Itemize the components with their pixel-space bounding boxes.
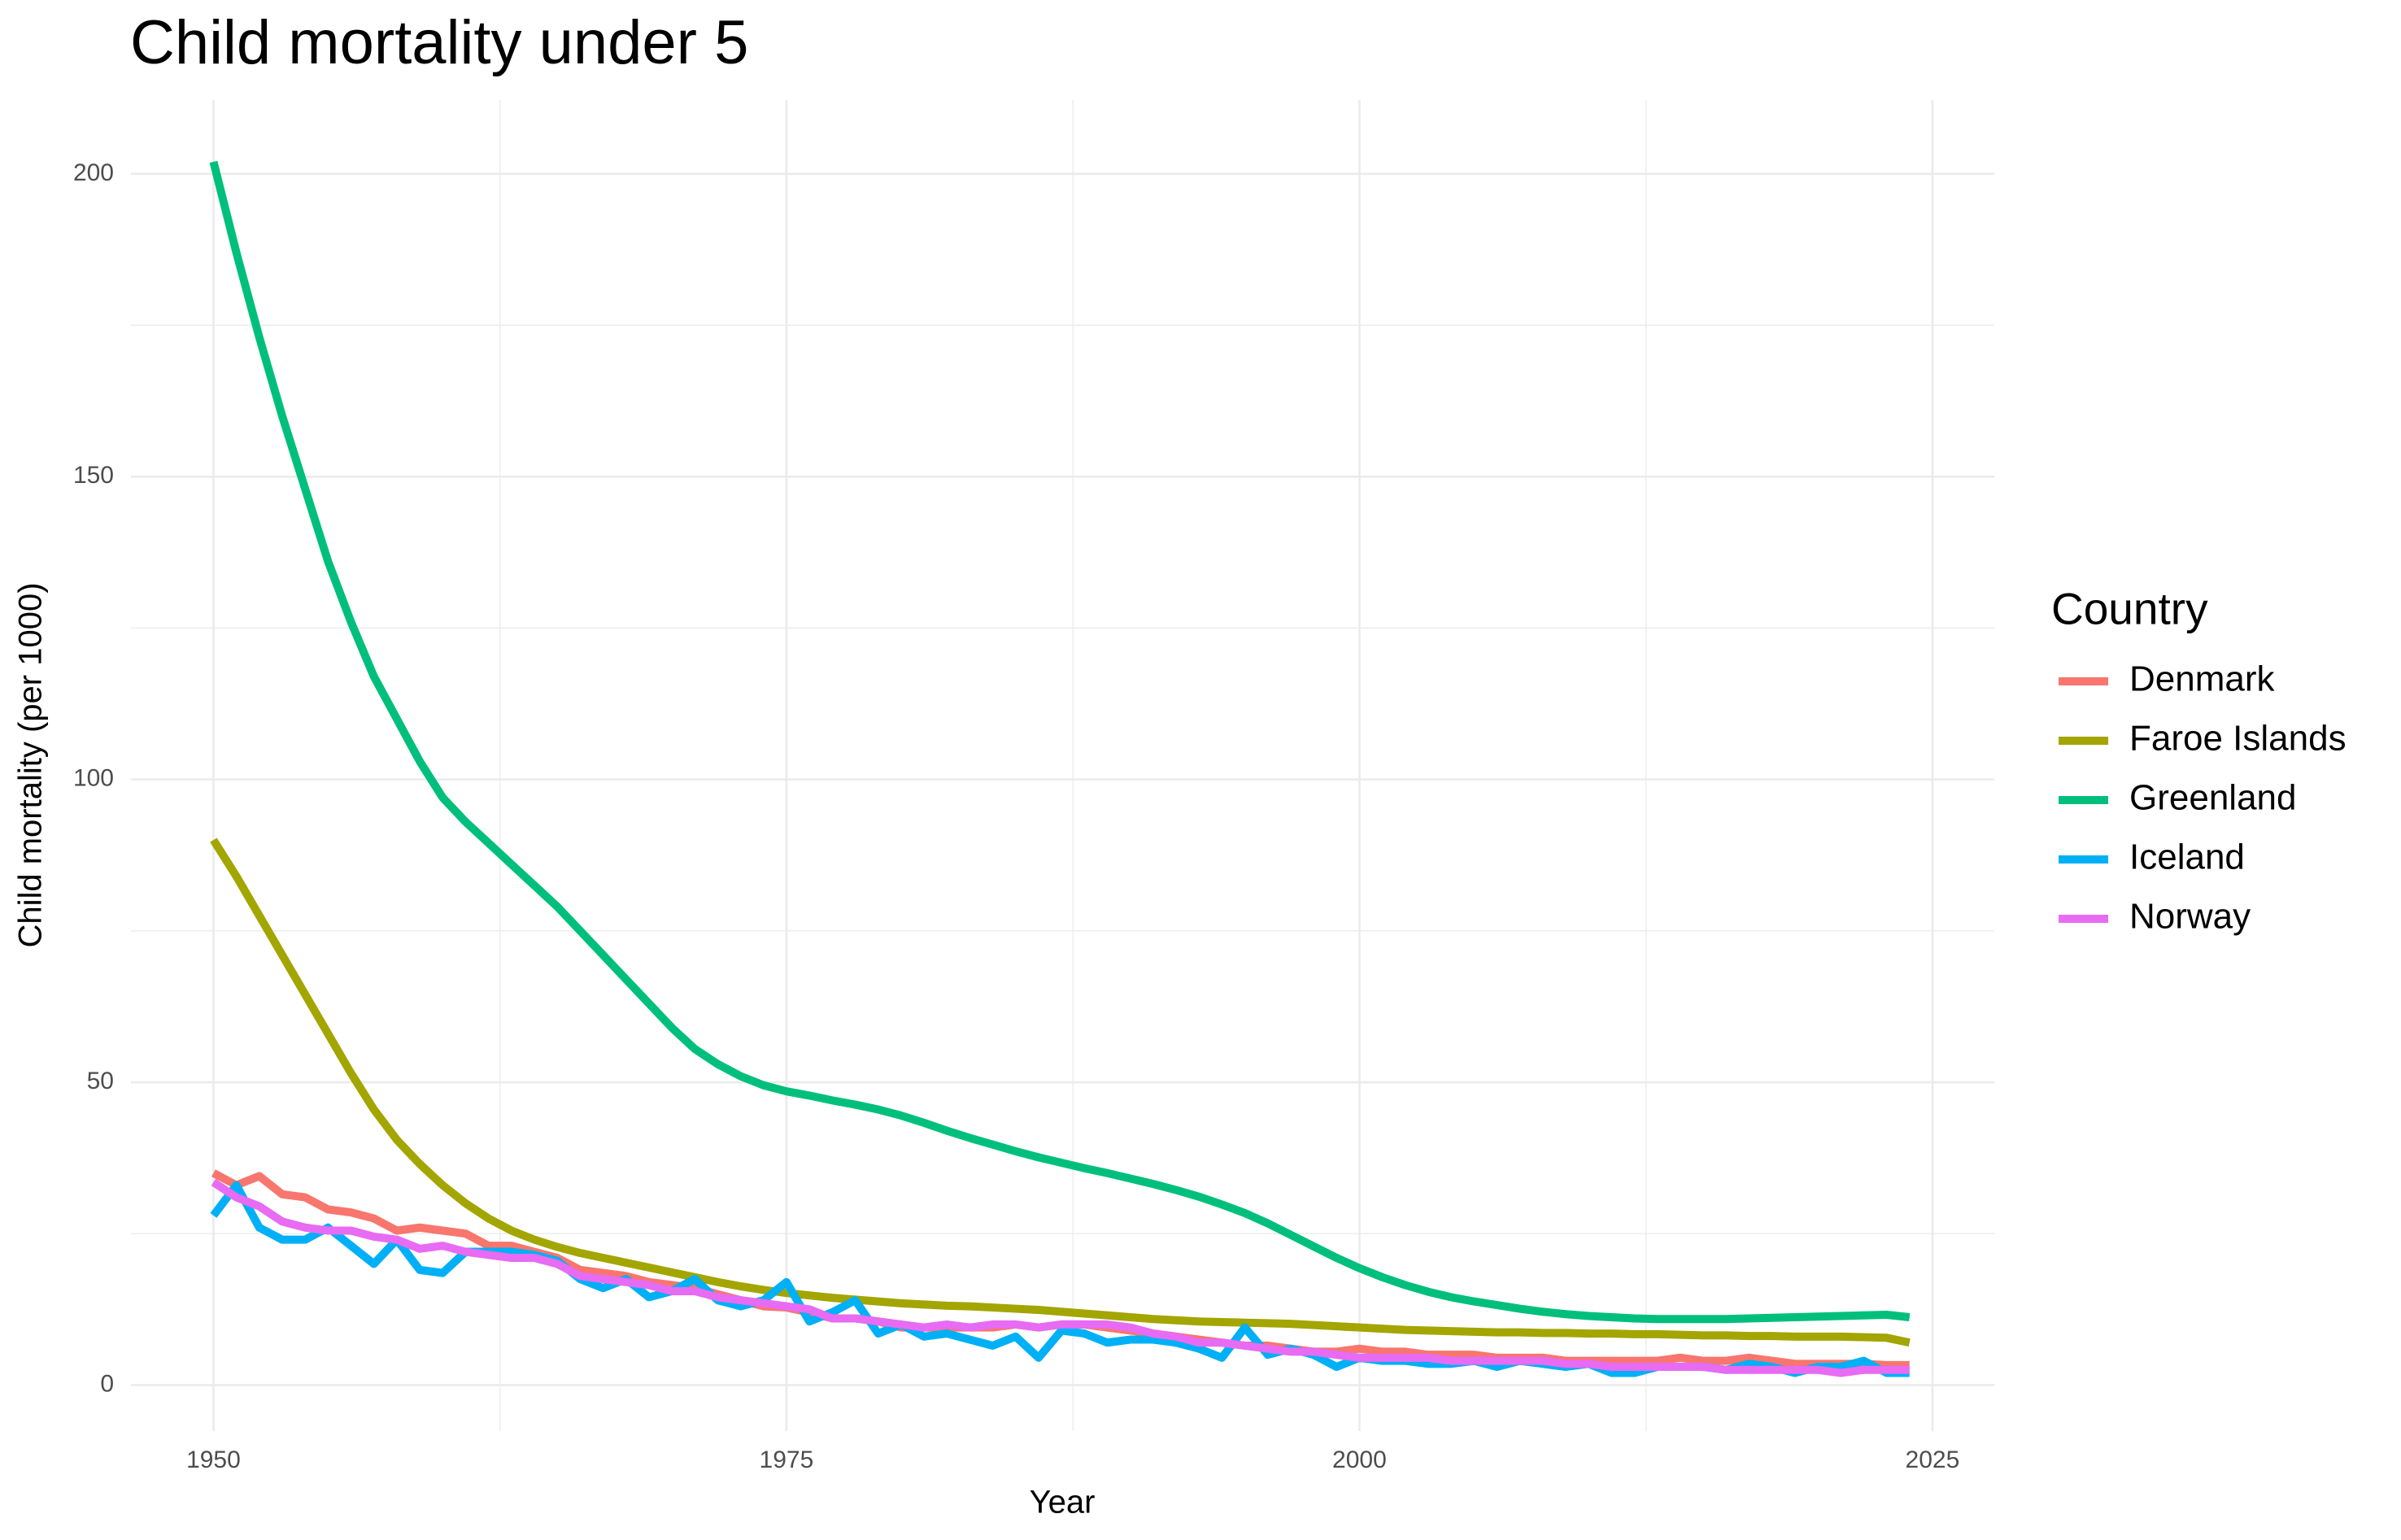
series-line — [209, 160, 1911, 1324]
series-line — [211, 1178, 1910, 1377]
chart-title: Child mortality under 5 — [130, 8, 748, 77]
y-axis-title: Child mortality (per 1000) — [13, 582, 49, 947]
x-tick-label: 2025 — [1906, 1446, 1960, 1473]
y-tick-label: 50 — [87, 1068, 114, 1094]
grid — [131, 100, 1994, 1431]
legend-label: Iceland — [2129, 837, 2245, 877]
legend: Denmark Faroe Islands Greenland Iceland Norw… — [2059, 659, 2347, 937]
legend-label: Denmark — [2129, 659, 2275, 699]
legend-label: Faroe Islands — [2129, 719, 2347, 759]
series-line — [210, 837, 1911, 1347]
x-axis-title: Year — [1030, 1485, 1096, 1520]
legend-title: Country — [2051, 584, 2208, 634]
legend-label: Greenland — [2129, 778, 2296, 818]
y-tick-label: 0 — [100, 1370, 114, 1397]
y-tick-label: 200 — [73, 159, 114, 186]
x-tick-label: 1975 — [760, 1446, 814, 1473]
y-tick-label: 100 — [73, 765, 114, 792]
legend-label: Norway — [2129, 897, 2251, 937]
x-tick-label: 1950 — [186, 1446, 241, 1473]
y-tick-label: 150 — [73, 462, 114, 489]
lines — [209, 160, 1911, 1377]
x-tick-label: 2000 — [1332, 1446, 1387, 1473]
